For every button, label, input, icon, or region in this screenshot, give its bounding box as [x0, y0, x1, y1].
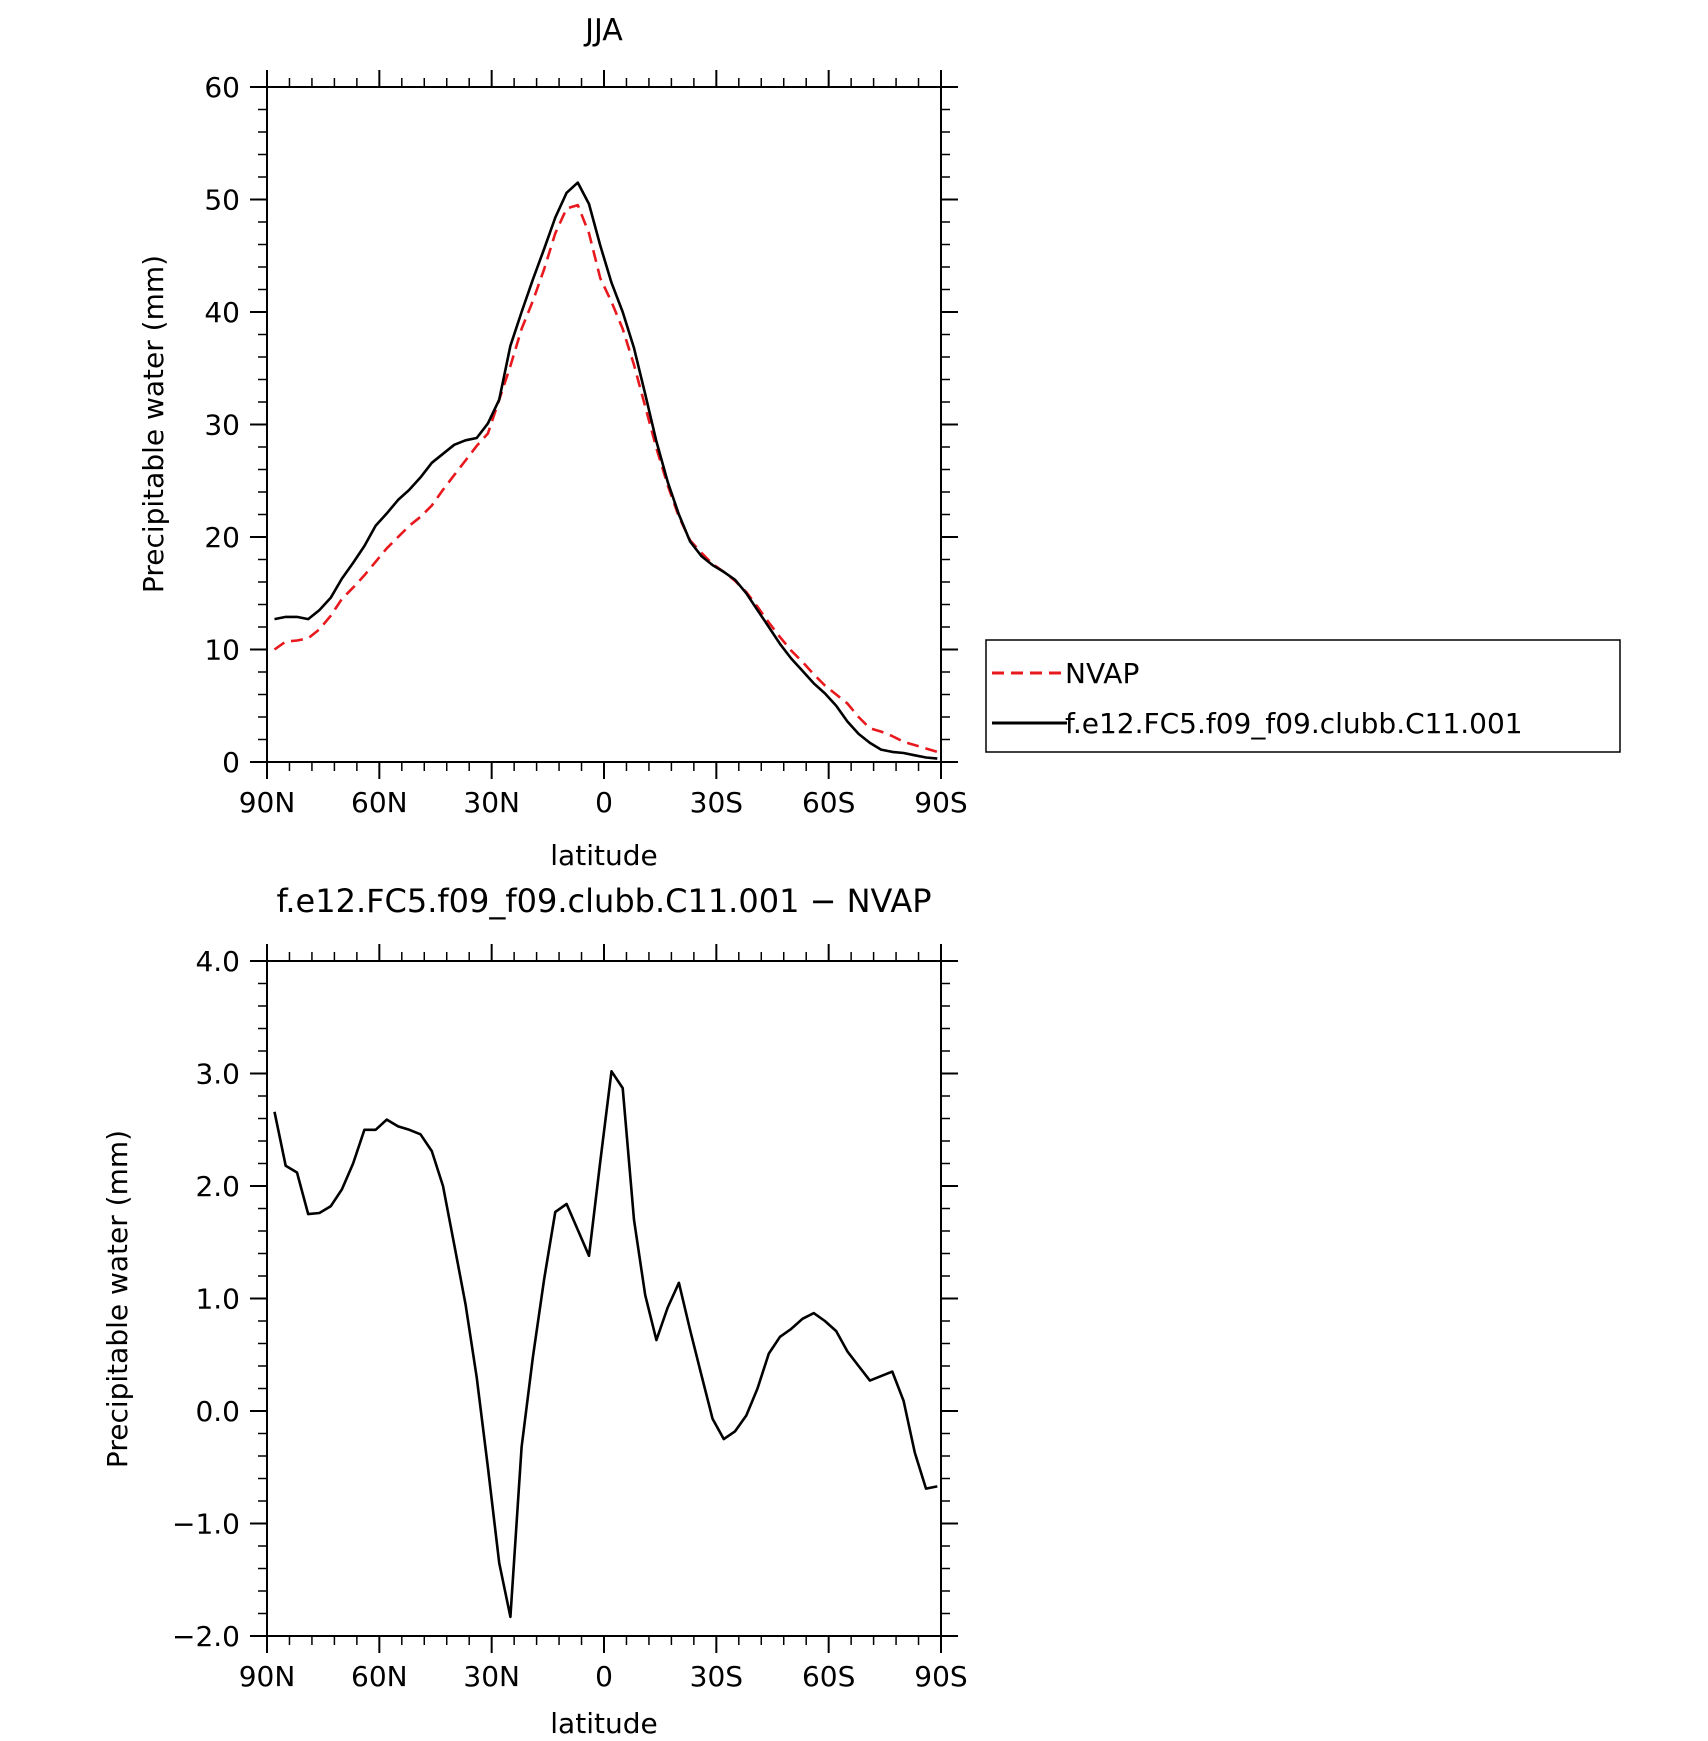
top-chart-xlabel: latitude [550, 839, 657, 872]
y-tick-label: 0.0 [195, 1395, 240, 1428]
y-tick-label: 3.0 [195, 1058, 240, 1091]
x-tick-label: 0 [595, 1660, 613, 1693]
series-line-model [274, 181, 938, 760]
bottom-chart-title: f.e12.FC5.f09_f09.clubb.C11.001 − NVAP [276, 882, 931, 920]
x-tick-label: 90S [914, 1660, 967, 1693]
x-tick-label: 0 [595, 786, 613, 819]
x-tick-label: 30N [463, 786, 520, 819]
bottom-chart-ylabel: Precipitable water (mm) [101, 1130, 134, 1468]
x-tick-label: 60N [351, 1660, 408, 1693]
y-tick-label: 60 [204, 71, 240, 104]
plot-frame [266, 86, 942, 763]
y-tick-label: −1.0 [172, 1508, 240, 1541]
top-chart-ylabel: Precipitable water (mm) [137, 255, 170, 593]
y-tick-label: 2.0 [195, 1170, 240, 1203]
legend: NVAP f.e12.FC5.f09_f09.clubb.C11.001 [985, 639, 1621, 753]
x-tick-label: 30S [690, 786, 743, 819]
top-chart-plot-area: 90N 60N 30N 0 30S 60S 90S 0 10 20 30 40 50 60 [204, 70, 968, 819]
series-line-nvap [273, 203, 938, 754]
y-tick-label: 4.0 [195, 945, 240, 978]
bottom-chart-plot-area: 90N 60N 30N 0 30S 60S 90S −2.0 −1.0 0.0 1.0 2.0 3.0 4… [172, 944, 968, 1693]
x-tick-label: 30S [690, 1660, 743, 1693]
y-tick-label: 1.0 [195, 1283, 240, 1316]
x-tick-label: 60S [802, 786, 855, 819]
y-tick-label: 40 [204, 296, 240, 329]
top-chart-title: JJA [583, 13, 623, 48]
difference-series-line [273, 1070, 938, 1619]
legend-box [985, 639, 1621, 753]
x-tick-label: 30N [463, 1660, 520, 1693]
bottom-chart-panel: f.e12.FC5.f09_f09.clubb.C11.001 − NVAP 9… [101, 882, 968, 1740]
top-chart-panel: JJA 90N 60N 30N 0 30S 60S 90S 0 10 20 30 40 50 60 lat… [137, 13, 968, 872]
x-tick-label: 60N [351, 786, 408, 819]
x-tick-label: 90N [239, 1660, 296, 1693]
x-tick-label: 90S [914, 786, 967, 819]
bottom-chart-xlabel: latitude [550, 1707, 657, 1740]
plot-frame [266, 960, 942, 1637]
x-tick-label: 90N [239, 786, 296, 819]
y-tick-label: −2.0 [172, 1620, 240, 1653]
legend-label-nvap: NVAP [1065, 657, 1139, 690]
y-tick-label: 10 [204, 634, 240, 667]
y-tick-label: 20 [204, 521, 240, 554]
legend-label-model: f.e12.FC5.f09_f09.clubb.C11.001 [1065, 707, 1523, 740]
y-tick-label: 50 [204, 184, 240, 217]
x-tick-label: 60S [802, 1660, 855, 1693]
y-tick-label: 30 [204, 409, 240, 442]
y-tick-label: 0 [222, 746, 240, 779]
